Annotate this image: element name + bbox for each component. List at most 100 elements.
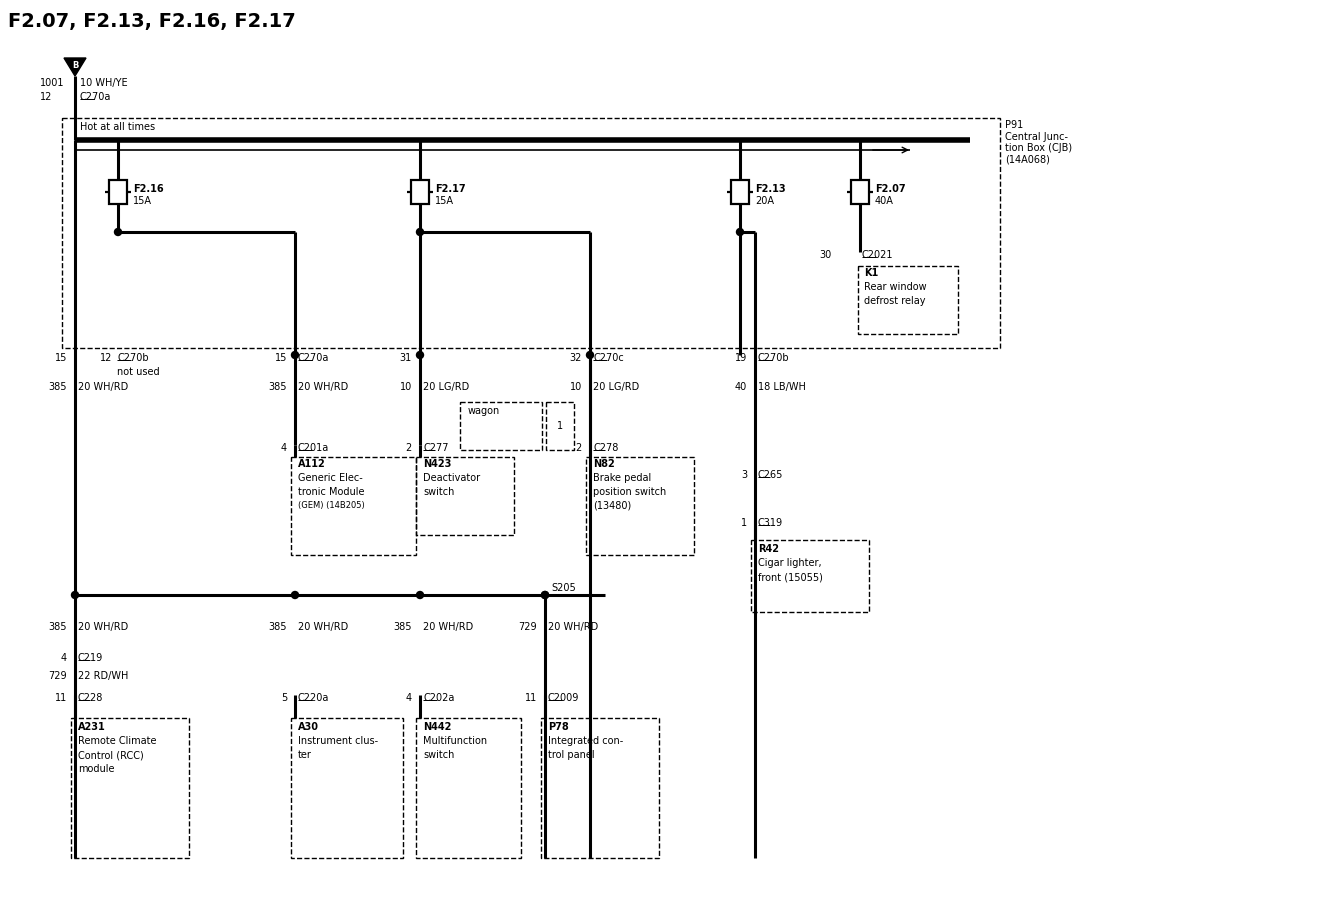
Text: 15: 15 bbox=[54, 353, 66, 363]
Text: Hot at all times: Hot at all times bbox=[80, 122, 155, 132]
Text: 20 WH/RD: 20 WH/RD bbox=[548, 622, 598, 632]
Text: 32: 32 bbox=[569, 353, 583, 363]
Text: not used: not used bbox=[117, 367, 159, 377]
Text: 1001: 1001 bbox=[40, 78, 65, 88]
Circle shape bbox=[417, 229, 423, 236]
Text: P91
Central Junc-
tion Box (CJB)
(14A068): P91 Central Junc- tion Box (CJB) (14A068… bbox=[1005, 120, 1072, 165]
Text: 31: 31 bbox=[399, 353, 411, 363]
Text: Integrated con-: Integrated con- bbox=[548, 736, 624, 746]
Text: wagon: wagon bbox=[468, 406, 500, 416]
Circle shape bbox=[736, 229, 743, 236]
Text: Remote Climate: Remote Climate bbox=[78, 736, 157, 746]
Text: 20A: 20A bbox=[755, 196, 774, 206]
Bar bbox=[109, 180, 127, 204]
Bar bbox=[62, 118, 1001, 348]
Text: 18 LB/WH: 18 LB/WH bbox=[758, 382, 805, 392]
Text: K1: K1 bbox=[864, 268, 878, 278]
Text: 40: 40 bbox=[735, 382, 747, 392]
Text: N442: N442 bbox=[423, 722, 451, 732]
Bar bbox=[751, 540, 869, 612]
Text: F2.07, F2.13, F2.16, F2.17: F2.07, F2.13, F2.16, F2.17 bbox=[8, 12, 296, 31]
Text: 40A: 40A bbox=[874, 196, 894, 206]
Text: switch: switch bbox=[423, 750, 454, 760]
Bar bbox=[415, 457, 514, 535]
Text: N82: N82 bbox=[593, 459, 614, 469]
Text: 11: 11 bbox=[524, 693, 537, 703]
Bar bbox=[587, 457, 694, 555]
Text: tronic Module: tronic Module bbox=[299, 487, 365, 497]
Text: switch: switch bbox=[423, 487, 454, 497]
Text: 20 WH/RD: 20 WH/RD bbox=[299, 622, 348, 632]
Bar bbox=[851, 180, 869, 204]
Circle shape bbox=[417, 352, 423, 358]
Text: 20 LG/RD: 20 LG/RD bbox=[593, 382, 640, 392]
Text: 2: 2 bbox=[576, 443, 583, 453]
Text: front (15055): front (15055) bbox=[758, 572, 823, 582]
Text: C270c: C270c bbox=[593, 353, 624, 363]
Text: 19: 19 bbox=[735, 353, 747, 363]
Text: A30: A30 bbox=[299, 722, 318, 732]
Text: C270a: C270a bbox=[299, 353, 329, 363]
Text: 385: 385 bbox=[394, 622, 411, 632]
Text: Control (RCC): Control (RCC) bbox=[78, 750, 143, 760]
Text: 5: 5 bbox=[281, 693, 287, 703]
Text: R42: R42 bbox=[758, 544, 779, 554]
Text: C201a: C201a bbox=[299, 443, 329, 453]
Circle shape bbox=[541, 591, 548, 599]
Text: 15A: 15A bbox=[435, 196, 454, 206]
Text: Multifunction: Multifunction bbox=[423, 736, 487, 746]
Text: 12: 12 bbox=[100, 353, 113, 363]
Text: Generic Elec-: Generic Elec- bbox=[299, 473, 362, 483]
Bar bbox=[731, 180, 748, 204]
Text: 729: 729 bbox=[48, 671, 66, 681]
Text: C270a: C270a bbox=[80, 92, 111, 102]
Text: C319: C319 bbox=[758, 518, 783, 528]
Text: C220a: C220a bbox=[299, 693, 329, 703]
Circle shape bbox=[541, 591, 548, 599]
Circle shape bbox=[72, 591, 78, 599]
Text: 3: 3 bbox=[740, 470, 747, 480]
Text: C278: C278 bbox=[593, 443, 618, 453]
Polygon shape bbox=[64, 58, 86, 76]
Circle shape bbox=[587, 352, 593, 358]
Text: (13480): (13480) bbox=[593, 501, 632, 511]
Bar bbox=[411, 180, 429, 204]
Text: 385: 385 bbox=[49, 622, 66, 632]
Bar bbox=[545, 402, 575, 450]
Text: F2.17: F2.17 bbox=[435, 184, 466, 194]
Bar bbox=[541, 718, 660, 858]
Text: F2.16: F2.16 bbox=[133, 184, 163, 194]
Text: 4: 4 bbox=[61, 653, 66, 663]
Text: Rear window: Rear window bbox=[864, 282, 926, 292]
Text: Deactivator: Deactivator bbox=[423, 473, 480, 483]
Bar bbox=[460, 402, 541, 450]
Text: module: module bbox=[78, 764, 114, 774]
Text: trol panel: trol panel bbox=[548, 750, 594, 760]
Text: ter: ter bbox=[299, 750, 312, 760]
Text: C277: C277 bbox=[423, 443, 449, 453]
Text: 20 LG/RD: 20 LG/RD bbox=[423, 382, 470, 392]
Text: C265: C265 bbox=[758, 470, 783, 480]
Text: N423: N423 bbox=[423, 459, 451, 469]
Text: A231: A231 bbox=[78, 722, 106, 732]
Text: C228: C228 bbox=[78, 693, 104, 703]
Text: position switch: position switch bbox=[593, 487, 666, 497]
Text: F2.13: F2.13 bbox=[755, 184, 786, 194]
Text: 12: 12 bbox=[40, 92, 52, 102]
Text: 15A: 15A bbox=[133, 196, 153, 206]
Text: B: B bbox=[72, 61, 78, 70]
Text: C219: C219 bbox=[78, 653, 104, 663]
Text: C270b: C270b bbox=[758, 353, 790, 363]
Text: 2: 2 bbox=[406, 443, 411, 453]
Text: 4: 4 bbox=[281, 443, 287, 453]
Text: 20 WH/RD: 20 WH/RD bbox=[78, 622, 129, 632]
Text: 30: 30 bbox=[820, 250, 832, 260]
Text: Cigar lighter,: Cigar lighter, bbox=[758, 558, 821, 568]
Text: C270b: C270b bbox=[117, 353, 149, 363]
Text: 10: 10 bbox=[399, 382, 411, 392]
Text: 11: 11 bbox=[54, 693, 66, 703]
Text: 15: 15 bbox=[275, 353, 287, 363]
Text: 729: 729 bbox=[519, 622, 537, 632]
Circle shape bbox=[417, 591, 423, 599]
Text: 1: 1 bbox=[557, 421, 563, 431]
